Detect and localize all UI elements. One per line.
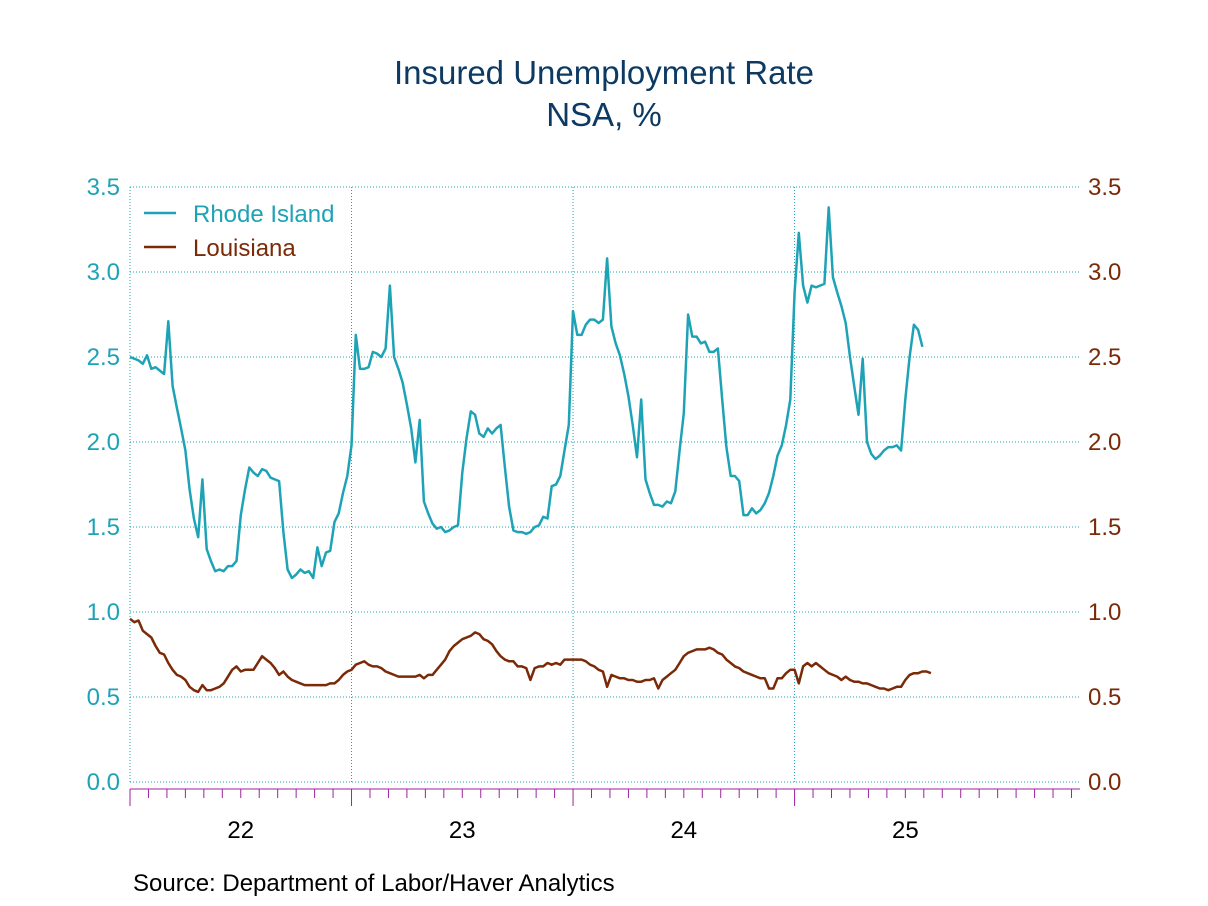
- legend-label: Rhode Island: [193, 201, 334, 228]
- y-tick-label-left: 0.0: [87, 769, 120, 796]
- y-tick-label-left: 3.5: [87, 174, 120, 201]
- x-tick-label: 25: [892, 817, 919, 844]
- y-tick-label-right: 1.0: [1088, 599, 1121, 626]
- x-tick-label: 23: [449, 817, 476, 844]
- y-tick-label-right: 1.5: [1088, 514, 1121, 541]
- y-tick-label-left: 3.0: [87, 259, 120, 286]
- y-tick-label-right: 0.5: [1088, 684, 1121, 711]
- y-tick-label-right: 2.0: [1088, 429, 1121, 456]
- x-tick-label: 22: [227, 817, 254, 844]
- y-tick-label-right: 2.5: [1088, 344, 1121, 371]
- chart-subtitle: NSA, %: [546, 96, 662, 133]
- legend-label: Louisiana: [193, 235, 296, 262]
- y-tick-label-left: 2.5: [87, 344, 120, 371]
- y-tick-label-left: 2.0: [87, 429, 120, 456]
- y-tick-label-right: 3.0: [1088, 259, 1121, 286]
- y-tick-label-left: 1.5: [87, 514, 120, 541]
- y-tick-label-left: 1.0: [87, 599, 120, 626]
- y-tick-label-left: 0.5: [87, 684, 120, 711]
- x-tick-label: 24: [670, 817, 697, 844]
- y-tick-label-right: 3.5: [1088, 174, 1121, 201]
- y-tick-label-right: 0.0: [1088, 769, 1121, 796]
- series-line-rhode-island: [129, 206, 924, 580]
- chart-title: Insured Unemployment Rate: [393, 54, 815, 91]
- series-line-louisiana: [129, 617, 932, 694]
- source-note: Source: Department of Labor/Haver Analyt…: [133, 870, 615, 897]
